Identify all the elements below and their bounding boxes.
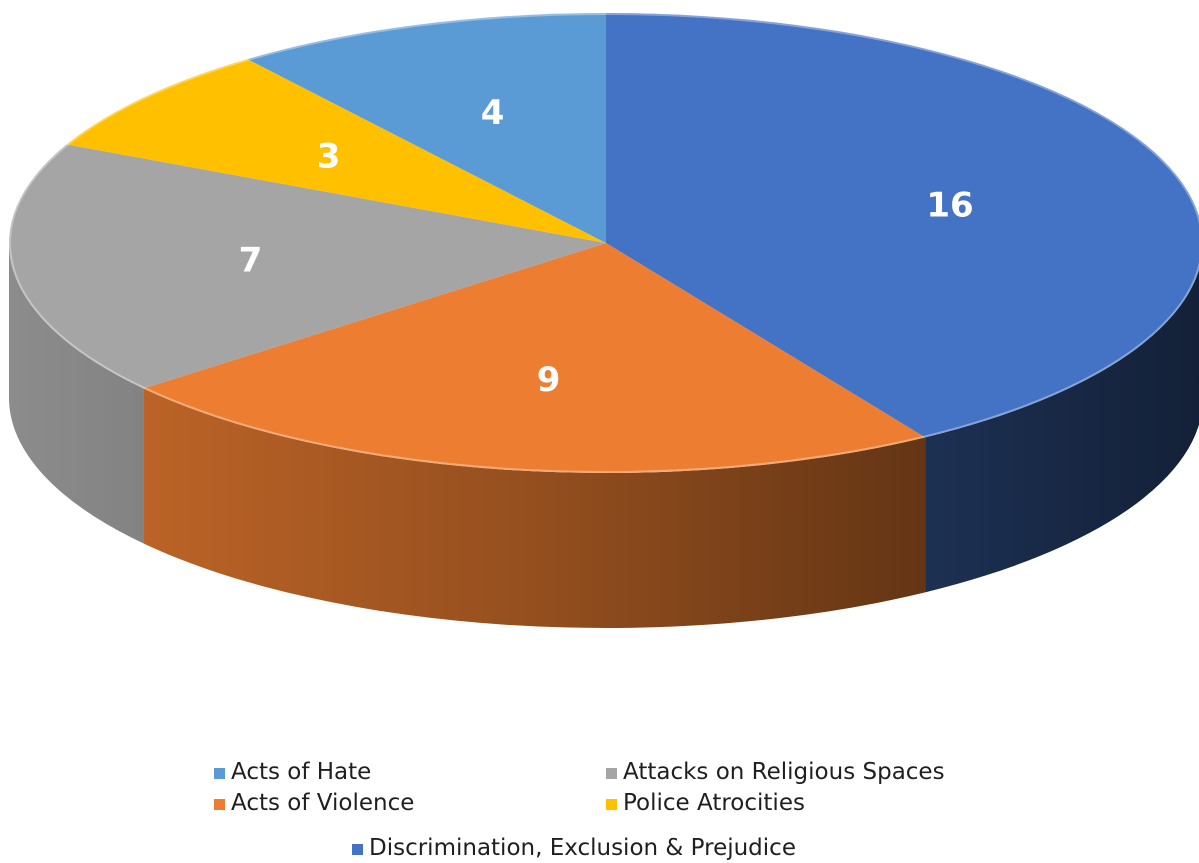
data-labels: 16 9 7 3 4 <box>239 93 974 400</box>
data-label-attacks-on-religious-spaces: 7 <box>239 241 263 281</box>
pie-slice-discrimination-exclusion-prejudice <box>606 13 1199 438</box>
data-label-acts-of-violence: 9 <box>537 360 561 400</box>
data-label-police-atrocities: 3 <box>317 137 341 177</box>
pie-sides <box>9 243 1199 628</box>
pie-side-discrimination-exclusion-prejudice <box>925 269 1199 593</box>
pie-slices <box>9 13 1199 473</box>
pie-slice-police-atrocities <box>66 59 607 243</box>
pie-rim-highlight <box>9 13 1199 473</box>
data-label-acts-of-hate: 4 <box>481 93 505 133</box>
pie-slice-attacks-on-religious-spaces <box>9 144 606 389</box>
data-label-discrimination-exclusion-prejudice: 16 <box>926 186 973 226</box>
pie-slice-acts-of-hate <box>247 13 606 243</box>
pie-side-acts-of-violence <box>143 388 926 628</box>
pie-slice-acts-of-violence <box>143 243 926 473</box>
pie-side-attacks-on-religious-spaces <box>9 243 144 544</box>
